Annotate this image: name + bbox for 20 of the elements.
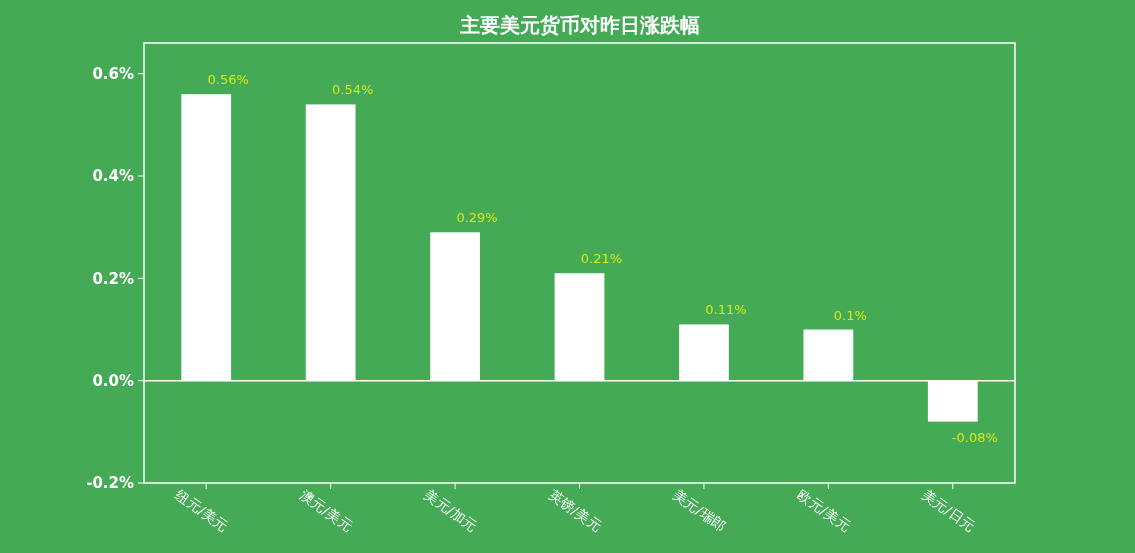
- data-label: 0.29%: [456, 210, 498, 226]
- x-tick-label: 纽元/美元: [172, 486, 232, 535]
- data-label: 0.54%: [331, 82, 374, 98]
- x-tick-label: 澳元/美元: [296, 486, 356, 535]
- data-label: 0.21%: [580, 251, 623, 267]
- x-tick-label: 美元/日元: [919, 486, 978, 535]
- data-label: -0.08%: [951, 429, 998, 445]
- y-tick-label: 0.4%: [92, 167, 134, 186]
- x-tick-label: 英镑/美元: [545, 486, 605, 535]
- y-tick-label: -0.2%: [86, 474, 134, 493]
- y-tick-label: 0.0%: [92, 371, 134, 390]
- x-tick-label: 美元/瑞郎: [670, 486, 730, 535]
- data-label: 0.1%: [833, 307, 867, 323]
- data-label: 0.11%: [705, 302, 747, 318]
- x-tick-label: 美元/加元: [421, 486, 481, 535]
- data-label: 0.56%: [207, 72, 249, 88]
- y-tick-label: 0.6%: [92, 64, 134, 83]
- y-tick-label: 0.2%: [92, 269, 134, 288]
- x-tick-label: 欧元/美元: [794, 486, 854, 535]
- chart-title: 主要美元货币对昨日涨跌幅: [458, 13, 700, 37]
